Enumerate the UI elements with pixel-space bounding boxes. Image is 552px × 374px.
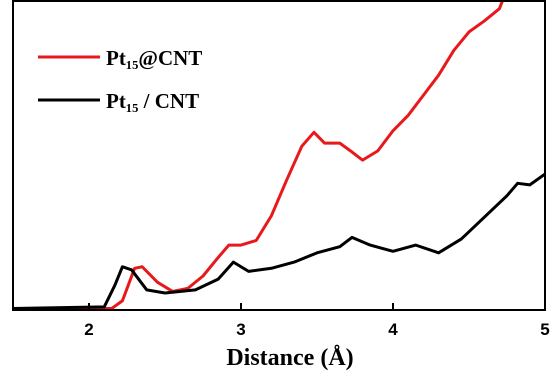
x-tick-label: 2 <box>84 320 93 339</box>
x-tick-label: 5 <box>540 320 549 339</box>
legend-label: Pt₁₅ / CNT <box>106 89 199 113</box>
legend-label: Pt₁₅@CNT <box>106 46 202 70</box>
line <box>13 172 545 310</box>
x-tick-label: 3 <box>236 320 245 339</box>
x-tick-label: 4 <box>388 320 398 339</box>
plot-frame <box>12 0 546 311</box>
x-axis-label: Distance (Å) <box>226 345 353 371</box>
line <box>13 1 504 310</box>
